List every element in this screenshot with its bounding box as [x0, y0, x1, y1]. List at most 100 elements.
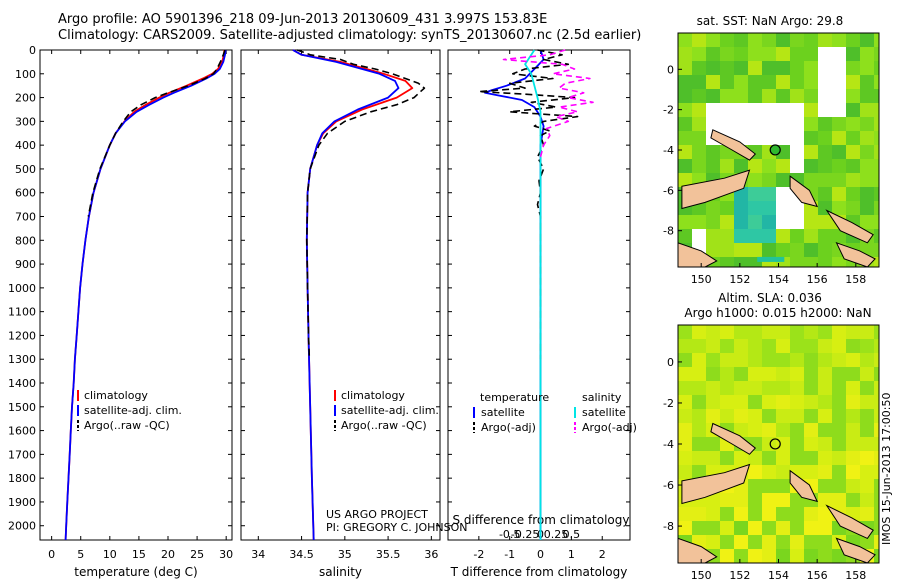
differences-xtick-label: -1 — [504, 548, 515, 561]
map-cell — [804, 145, 818, 159]
map-cell — [706, 33, 720, 47]
map-cell — [748, 75, 762, 89]
map-cell — [776, 549, 790, 563]
map-cell — [860, 479, 874, 493]
differences-xtick2-label: 0.5 — [563, 528, 581, 541]
temperature-axes-frame — [39, 49, 233, 541]
depth-tick-label: 1200 — [8, 329, 36, 342]
depth-tick-label: 500 — [15, 163, 36, 176]
map-cell — [678, 437, 692, 451]
depth-tick-label: 1500 — [8, 401, 36, 414]
depth-tick-label: 400 — [15, 139, 36, 152]
map-cell — [734, 243, 748, 257]
map-cell — [804, 409, 818, 423]
map-cell — [874, 145, 879, 159]
map-cell — [720, 201, 734, 215]
sla_map-xtick-label: 152 — [729, 569, 750, 580]
map-cell — [846, 173, 860, 187]
land-polygon — [835, 537, 876, 563]
map-cell — [748, 229, 762, 243]
map-cell — [874, 353, 879, 367]
map-cell — [832, 451, 846, 465]
map-cell — [832, 549, 846, 563]
map-cell — [692, 423, 706, 437]
map-cell — [790, 61, 804, 75]
map-cell — [678, 381, 692, 395]
map-cell — [678, 47, 692, 61]
map-cell — [734, 89, 748, 103]
sst_map-xtick-label: 150 — [691, 273, 712, 286]
map-cell — [874, 535, 879, 549]
map-cell — [874, 159, 879, 173]
map-cell — [762, 257, 776, 267]
map-cell — [860, 103, 874, 117]
map-cell — [790, 47, 804, 61]
map-cell — [860, 325, 874, 339]
map-cell — [734, 423, 748, 437]
map-cell — [678, 507, 692, 521]
map-cell — [804, 353, 818, 367]
map-cell — [846, 103, 860, 117]
map-cell — [832, 33, 846, 47]
map-cell — [818, 549, 832, 563]
map-cell — [818, 131, 832, 145]
map-cell — [720, 367, 734, 381]
land-polygon — [789, 469, 819, 503]
map-cell — [818, 409, 832, 423]
map-cell — [762, 381, 776, 395]
differences-legend-label: satellite — [481, 406, 525, 419]
differences-legend-label: satellite — [582, 406, 626, 419]
map-cell — [846, 145, 860, 159]
sla_map-ytick-label: -8 — [663, 520, 674, 533]
map-cell — [804, 521, 818, 535]
land-polygon — [710, 129, 757, 161]
sla-map-title: Altim. SLA: 0.036 — [718, 291, 822, 305]
temperature-xtick-label: 0 — [48, 548, 55, 561]
map-cell — [678, 89, 692, 103]
map-cell — [734, 159, 748, 173]
depth-tick-label: 300 — [15, 115, 36, 128]
land-polygon — [835, 241, 876, 267]
map-cell — [790, 367, 804, 381]
differences-axes-frame — [447, 49, 631, 541]
salinity-xtick-label: 36 — [424, 548, 438, 561]
land-polygon — [678, 242, 718, 267]
map-cell — [860, 507, 874, 521]
map-cell — [748, 257, 762, 267]
sla_map-ytick-label: 0 — [667, 356, 674, 369]
map-cell — [748, 549, 762, 563]
sst_map-xtick-label: 152 — [729, 273, 750, 286]
map-cell — [748, 395, 762, 409]
map-cell — [762, 423, 776, 437]
map-cell — [860, 493, 874, 507]
map-cell — [762, 89, 776, 103]
map-cell — [706, 61, 720, 75]
map-cell — [846, 465, 860, 479]
map-cell — [734, 61, 748, 75]
map-cell — [818, 187, 832, 201]
sst_map-field — [678, 33, 879, 267]
map-cell — [832, 423, 846, 437]
map-cell — [804, 117, 818, 131]
map-cell — [874, 103, 879, 117]
map-cell — [776, 229, 790, 243]
map-cell — [706, 367, 720, 381]
differences-legend-label: Argo(-adj) — [481, 421, 536, 434]
map-cell — [846, 339, 860, 353]
map-cell — [804, 243, 818, 257]
map-cell — [762, 493, 776, 507]
map-cell — [720, 521, 734, 535]
map-cell — [818, 395, 832, 409]
map-cell — [720, 61, 734, 75]
map-cell — [762, 173, 776, 187]
map-cell — [818, 257, 832, 267]
differences-legend-label: Argo(-adj) — [582, 421, 637, 434]
map-cell — [846, 75, 860, 89]
map-cell — [762, 367, 776, 381]
land-polygon — [681, 463, 751, 505]
depth-tick-label: 1800 — [8, 472, 36, 485]
map-cell — [776, 479, 790, 493]
map-cell — [818, 437, 832, 451]
map-cell — [692, 117, 706, 131]
